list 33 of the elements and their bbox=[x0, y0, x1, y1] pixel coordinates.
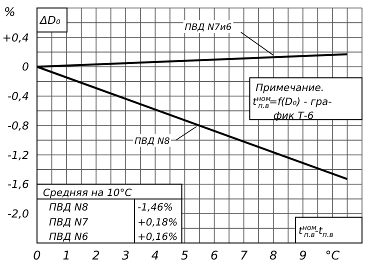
x-tick-label: 1 bbox=[62, 248, 70, 263]
annotation: ПВД N7 bbox=[49, 217, 89, 228]
y-tick-label: -0,4 bbox=[8, 90, 29, 104]
x-tick-label: 5 bbox=[180, 248, 189, 263]
y-tick-label: +0,4 bbox=[2, 31, 29, 44]
annotation: ПВД N8 bbox=[49, 202, 88, 214]
x-tick-label: °C bbox=[325, 248, 340, 263]
annotation: +0,18% bbox=[138, 217, 178, 228]
annotation: ПВД N6 bbox=[49, 232, 88, 243]
x-tick-label: 9 bbox=[299, 248, 307, 263]
y-tick-label: -1,2 bbox=[8, 148, 29, 162]
x-tick-label: 0 bbox=[33, 248, 42, 263]
y-axis-title: % bbox=[4, 5, 16, 19]
x-axis-title: t$^{ном}$$_{п.в}$-t$_{п.в}$ bbox=[298, 224, 334, 239]
y-tick-label: 0 bbox=[22, 60, 29, 74]
x-tick-label: 8 bbox=[270, 248, 278, 263]
annotation: Примечание. bbox=[256, 82, 324, 94]
x-tick-label: 2 bbox=[92, 248, 100, 263]
y-tick-label: -0,8 bbox=[8, 119, 29, 132]
annotation: +0,16% bbox=[138, 232, 178, 243]
x-tick-label: 7 bbox=[240, 248, 248, 263]
annotation: Средняя на 10°C bbox=[43, 188, 132, 199]
y-tick-label: -2,0 bbox=[8, 208, 29, 221]
x-tick-label: 4 bbox=[151, 248, 159, 263]
annotation: t$^{ном}$$_{п.в}$=f(D₀) - гра- bbox=[252, 94, 332, 110]
annotation: -1,46% bbox=[138, 202, 173, 214]
text: ПВД N8 bbox=[134, 136, 170, 147]
text: ПВД N7и6 bbox=[184, 23, 232, 34]
annotation: ΔD₀ bbox=[39, 14, 61, 27]
x-tick-label: 6 bbox=[210, 248, 218, 263]
x-tick-label: 3 bbox=[122, 248, 130, 263]
y-tick-label: -1,6 bbox=[8, 178, 29, 192]
annotation: фик Т-6 bbox=[273, 110, 314, 122]
